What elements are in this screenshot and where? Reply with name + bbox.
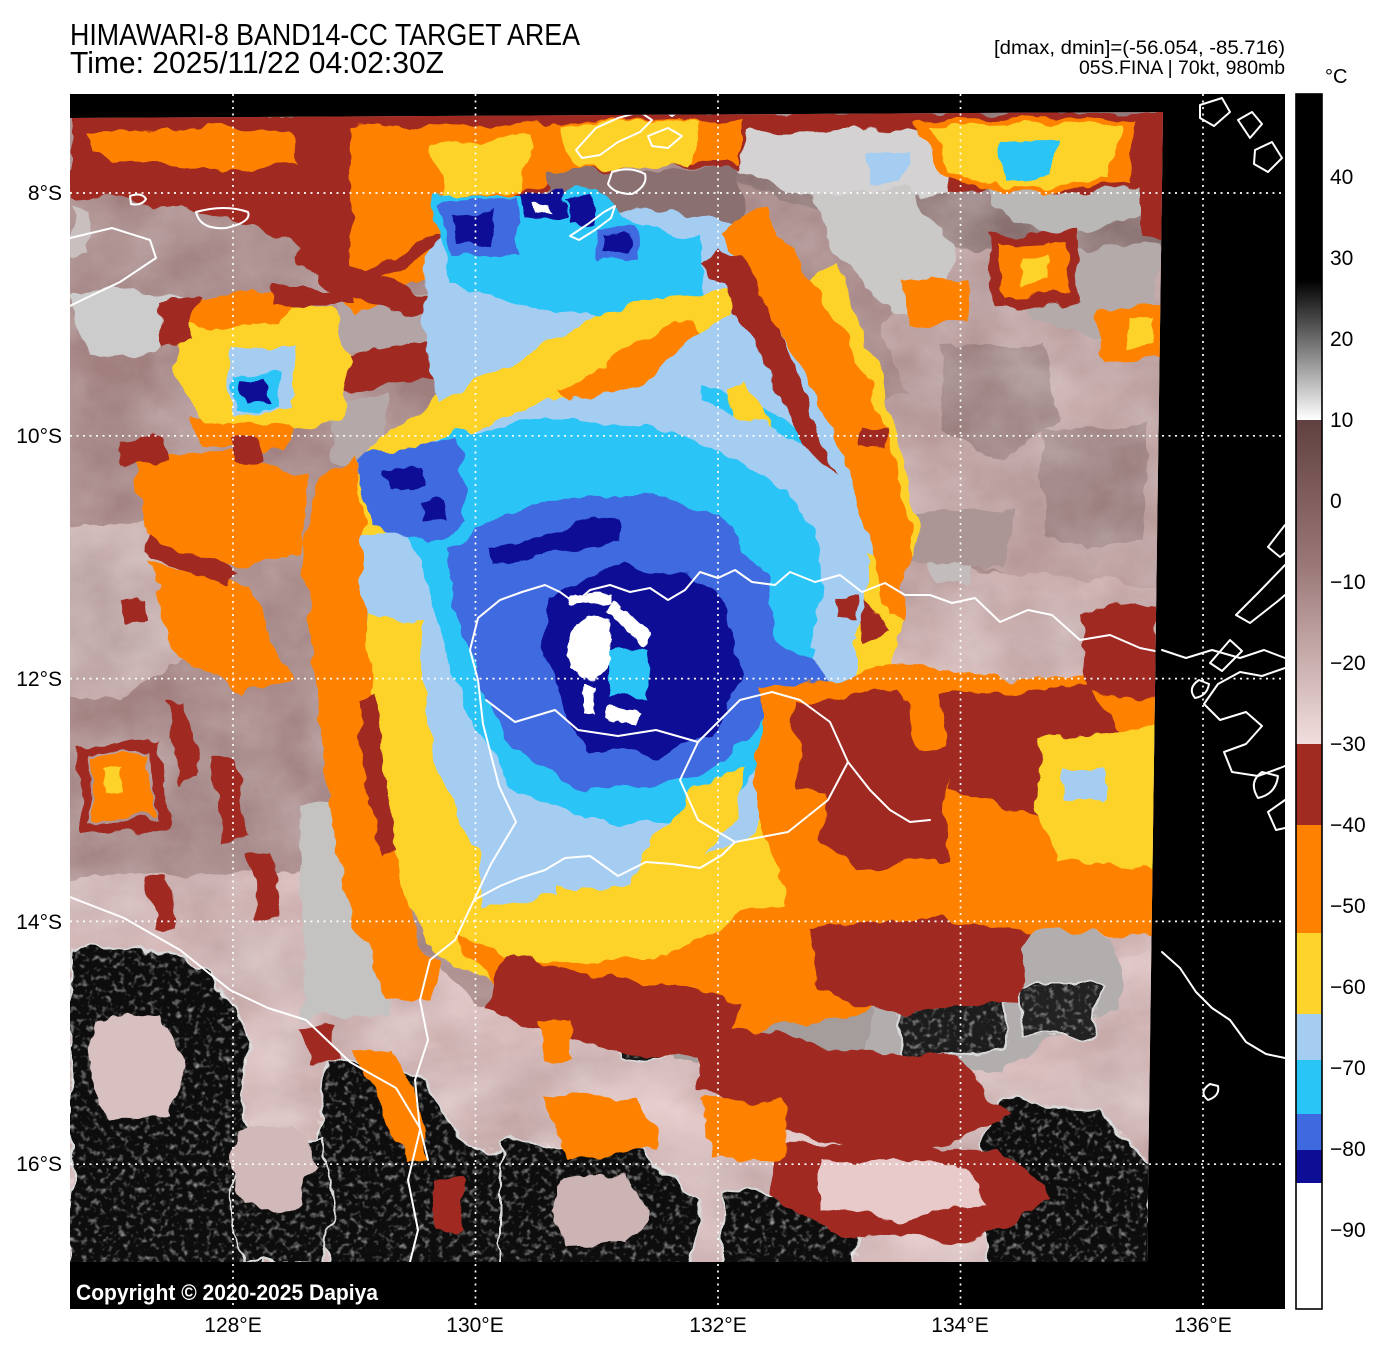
svg-text:8°S: 8°S	[28, 182, 62, 205]
svg-text:16°S: 16°S	[16, 1153, 62, 1176]
svg-text:−70: −70	[1330, 1057, 1366, 1080]
svg-text:12°S: 12°S	[16, 668, 62, 691]
svg-text:−60: −60	[1330, 976, 1366, 999]
svg-text:05S.FINA | 70kt, 980mb: 05S.FINA | 70kt, 980mb	[1079, 58, 1285, 79]
svg-text:HIMAWARI-8 BAND14-CC TARGET AR: HIMAWARI-8 BAND14-CC TARGET AREA	[70, 17, 580, 52]
svg-text:14°S: 14°S	[16, 911, 62, 934]
svg-text:40: 40	[1330, 166, 1353, 189]
svg-text:132°E: 132°E	[689, 1314, 746, 1337]
svg-text:−30: −30	[1330, 733, 1366, 756]
svg-text:10: 10	[1330, 409, 1353, 432]
svg-text:°C: °C	[1325, 66, 1347, 88]
svg-text:136°E: 136°E	[1174, 1314, 1231, 1337]
svg-text:−90: −90	[1330, 1219, 1366, 1242]
svg-text:Copyright © 2020-2025 Dapiya: Copyright © 2020-2025 Dapiya	[76, 1280, 379, 1305]
svg-text:30: 30	[1330, 247, 1353, 270]
svg-text:130°E: 130°E	[446, 1314, 503, 1337]
svg-text:[dmax, dmin]=(-56.054, -85.716: [dmax, dmin]=(-56.054, -85.716)	[994, 38, 1285, 59]
svg-text:−50: −50	[1330, 895, 1366, 918]
svg-text:128°E: 128°E	[204, 1314, 261, 1337]
svg-text:−10: −10	[1330, 571, 1366, 594]
svg-text:−20: −20	[1330, 652, 1366, 675]
svg-text:Time: 2025/11/22 04:02:30Z: Time: 2025/11/22 04:02:30Z	[70, 45, 444, 80]
svg-text:134°E: 134°E	[931, 1314, 988, 1337]
svg-text:−80: −80	[1330, 1138, 1366, 1161]
svg-text:10°S: 10°S	[16, 425, 62, 448]
svg-text:−40: −40	[1330, 814, 1366, 837]
svg-text:0: 0	[1330, 490, 1342, 513]
svg-text:20: 20	[1330, 328, 1353, 351]
